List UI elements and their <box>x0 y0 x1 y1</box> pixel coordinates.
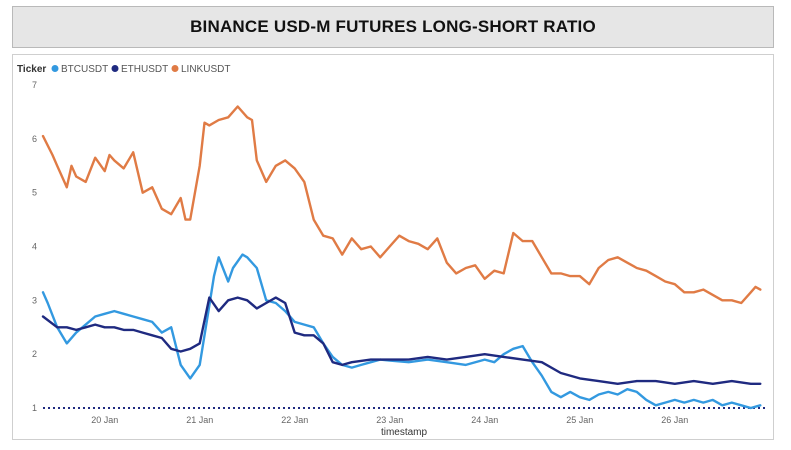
y-tick-label: 5 <box>32 188 37 198</box>
y-tick-label: 7 <box>32 80 37 90</box>
legend-marker-linkusdt <box>171 65 179 72</box>
x-tick-label: 20 Jan <box>91 415 118 425</box>
x-tick-label: 24 Jan <box>471 415 498 425</box>
x-tick-label: 22 Jan <box>281 415 308 425</box>
legend-label-linkusdt[interactable]: LINKUSDT <box>181 64 230 75</box>
y-tick-label: 6 <box>32 134 37 144</box>
series-line-linkusdt[interactable] <box>41 105 762 305</box>
chart-title-bar: BINANCE USD-M FUTURES LONG-SHORT RATIO <box>12 6 774 48</box>
x-tick-label: 21 Jan <box>186 415 213 425</box>
x-axis-title: timestamp <box>381 427 428 438</box>
y-tick-label: 1 <box>32 403 37 413</box>
y-tick-label: 2 <box>32 349 37 359</box>
series-line-ethusdt[interactable] <box>41 296 762 385</box>
legend-title: Ticker <box>17 64 46 75</box>
x-tick-label: 26 Jan <box>661 415 688 425</box>
x-tick-label: 25 Jan <box>566 415 593 425</box>
y-tick-label: 3 <box>32 295 37 305</box>
y-tick-label: 4 <box>32 242 37 252</box>
x-tick-label: 23 Jan <box>376 415 403 425</box>
legend-label-btcusdt[interactable]: BTCUSDT <box>61 64 108 75</box>
line-chart: Ticker BTCUSDT ETHUSDT LINKUSDT 1 2 3 4 5 6 7 20 Ja… <box>17 64 765 438</box>
chart-title: BINANCE USD-M FUTURES LONG-SHORT RATIO <box>190 17 596 36</box>
legend-marker-ethusdt <box>111 65 119 72</box>
series-line-btcusdt[interactable] <box>41 253 762 410</box>
legend-marker-btcusdt <box>51 65 59 72</box>
chart-container: Ticker BTCUSDT ETHUSDT LINKUSDT 1 2 3 4 5 6 7 20 Ja… <box>12 54 774 440</box>
legend-label-ethusdt[interactable]: ETHUSDT <box>121 64 168 75</box>
